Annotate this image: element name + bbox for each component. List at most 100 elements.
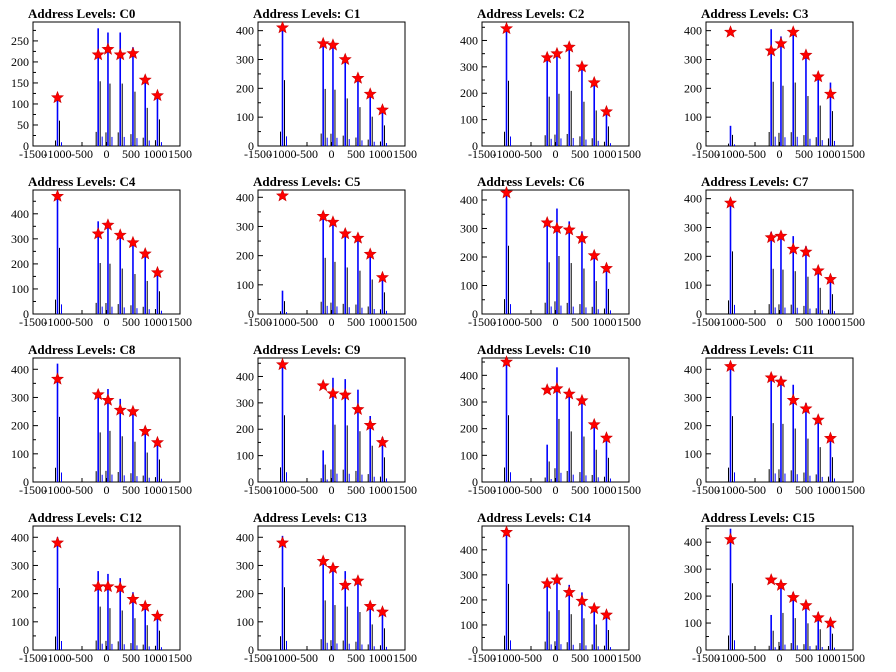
x-tick-label: 500 xyxy=(347,315,365,329)
x-tick-label: -1000 xyxy=(493,483,521,497)
y-tick-label: 400 xyxy=(684,192,702,206)
level-marker xyxy=(811,413,825,426)
chart-title: Address Levels: C6 xyxy=(477,174,585,189)
x-tick-label: 1000 xyxy=(593,315,617,329)
x-tick-label: 1500 xyxy=(617,651,641,665)
chart-title: Address Levels: C8 xyxy=(28,342,136,357)
level-marker xyxy=(375,605,389,618)
chart-title: Address Levels: C0 xyxy=(28,6,135,21)
x-tick-label: 500 xyxy=(347,651,365,665)
y-tick-label: 300 xyxy=(684,562,702,576)
y-tick-label: 300 xyxy=(236,558,254,572)
y-tick-label: 0 xyxy=(472,307,478,321)
y-tick-label: 400 xyxy=(684,535,702,549)
chart-panel: Address Levels: C11 0 100 200 300 400 -1500-10… xyxy=(684,342,865,497)
x-tick-label: -1000 xyxy=(493,147,521,161)
x-tick-label: 500 xyxy=(347,147,365,161)
x-tick-label: 0 xyxy=(329,147,335,161)
y-tick-label: 400 xyxy=(236,24,254,38)
y-tick-label: 150 xyxy=(11,76,29,90)
y-tick-label: 100 xyxy=(11,282,29,296)
x-tick-label: 0 xyxy=(329,651,335,665)
level-marker xyxy=(562,40,576,53)
y-tick-label: 200 xyxy=(684,81,702,95)
y-tick-label: 100 xyxy=(11,447,29,461)
y-tick-label: 400 xyxy=(11,362,29,376)
level-marker xyxy=(363,599,377,612)
x-tick-label: 1500 xyxy=(617,483,641,497)
y-tick-label: 100 xyxy=(236,278,254,292)
y-tick-label: 200 xyxy=(11,419,29,433)
y-tick-label: 200 xyxy=(460,593,478,607)
x-tick-label: -500 xyxy=(296,483,318,497)
x-tick-label: 500 xyxy=(795,651,813,665)
chart-panel: Address Levels: C14 0 100 200 300 400 -1500-10… xyxy=(460,510,641,665)
y-tick-label: 400 xyxy=(460,33,478,47)
level-marker xyxy=(351,402,365,415)
level-marker xyxy=(113,228,127,241)
x-tick-label: 500 xyxy=(795,147,813,161)
y-tick-label: 400 xyxy=(236,530,254,544)
level-marker xyxy=(363,247,377,260)
level-marker xyxy=(91,387,105,401)
x-tick-label: 500 xyxy=(571,147,589,161)
level-marker xyxy=(316,209,330,222)
x-tick-label: 1000 xyxy=(817,147,841,161)
y-tick-label: 300 xyxy=(236,52,254,66)
level-marker xyxy=(375,435,389,448)
y-tick-label: 200 xyxy=(236,249,254,263)
level-marker xyxy=(363,87,377,100)
level-marker xyxy=(375,270,389,284)
x-tick-label: -1500 xyxy=(692,147,720,161)
y-tick-label: 100 xyxy=(460,278,478,292)
x-tick-label: -500 xyxy=(71,651,93,665)
y-tick-label: 0 xyxy=(472,139,478,153)
x-tick-label: 0 xyxy=(329,483,335,497)
level-marker xyxy=(550,381,564,395)
chart-title: Address Levels: C13 xyxy=(253,510,367,525)
level-marker xyxy=(550,573,564,586)
y-tick-label: 300 xyxy=(684,52,702,66)
x-tick-label: 1000 xyxy=(817,483,841,497)
level-marker xyxy=(126,46,140,60)
x-tick-label: -1000 xyxy=(493,315,521,329)
x-tick-label: 500 xyxy=(571,651,589,665)
x-tick-label: 1500 xyxy=(393,651,417,665)
level-marker xyxy=(150,265,164,279)
y-tick-label: 300 xyxy=(460,395,478,409)
y-tick-label: 200 xyxy=(236,587,254,601)
x-tick-label: -1500 xyxy=(692,651,720,665)
level-marker xyxy=(326,38,340,51)
level-marker xyxy=(316,378,330,392)
x-tick-label: 1500 xyxy=(841,147,865,161)
chart-title: Address Levels: C10 xyxy=(477,342,591,357)
chart-title: Address Levels: C14 xyxy=(477,510,591,525)
y-tick-label: 100 xyxy=(684,447,702,461)
level-marker xyxy=(786,25,800,38)
level-marker xyxy=(562,223,576,236)
x-tick-label: -500 xyxy=(71,147,93,161)
chart-title: Address Levels: C1 xyxy=(253,6,360,21)
x-tick-label: -1500 xyxy=(468,483,496,497)
x-tick-label: 1000 xyxy=(369,483,393,497)
level-marker xyxy=(799,401,813,415)
level-marker xyxy=(550,46,564,60)
level-marker xyxy=(51,536,64,549)
level-marker xyxy=(774,229,788,242)
x-tick-label: -1000 xyxy=(717,483,745,497)
x-tick-label: 1000 xyxy=(817,315,841,329)
level-marker xyxy=(126,404,140,418)
level-marker xyxy=(540,576,554,590)
x-tick-label: -1000 xyxy=(44,651,72,665)
x-tick-label: -1000 xyxy=(269,147,297,161)
x-tick-label: 1000 xyxy=(593,651,617,665)
x-tick-label: -1000 xyxy=(717,147,745,161)
x-tick-label: -500 xyxy=(71,483,93,497)
level-marker xyxy=(101,579,115,593)
level-marker xyxy=(138,73,152,86)
level-marker xyxy=(811,263,825,277)
level-marker xyxy=(338,226,352,240)
chart-panel: Address Levels: C15 0 100 200 300 400 -1500-10… xyxy=(684,510,865,665)
y-tick-label: 200 xyxy=(236,81,254,95)
x-tick-label: 0 xyxy=(104,315,110,329)
